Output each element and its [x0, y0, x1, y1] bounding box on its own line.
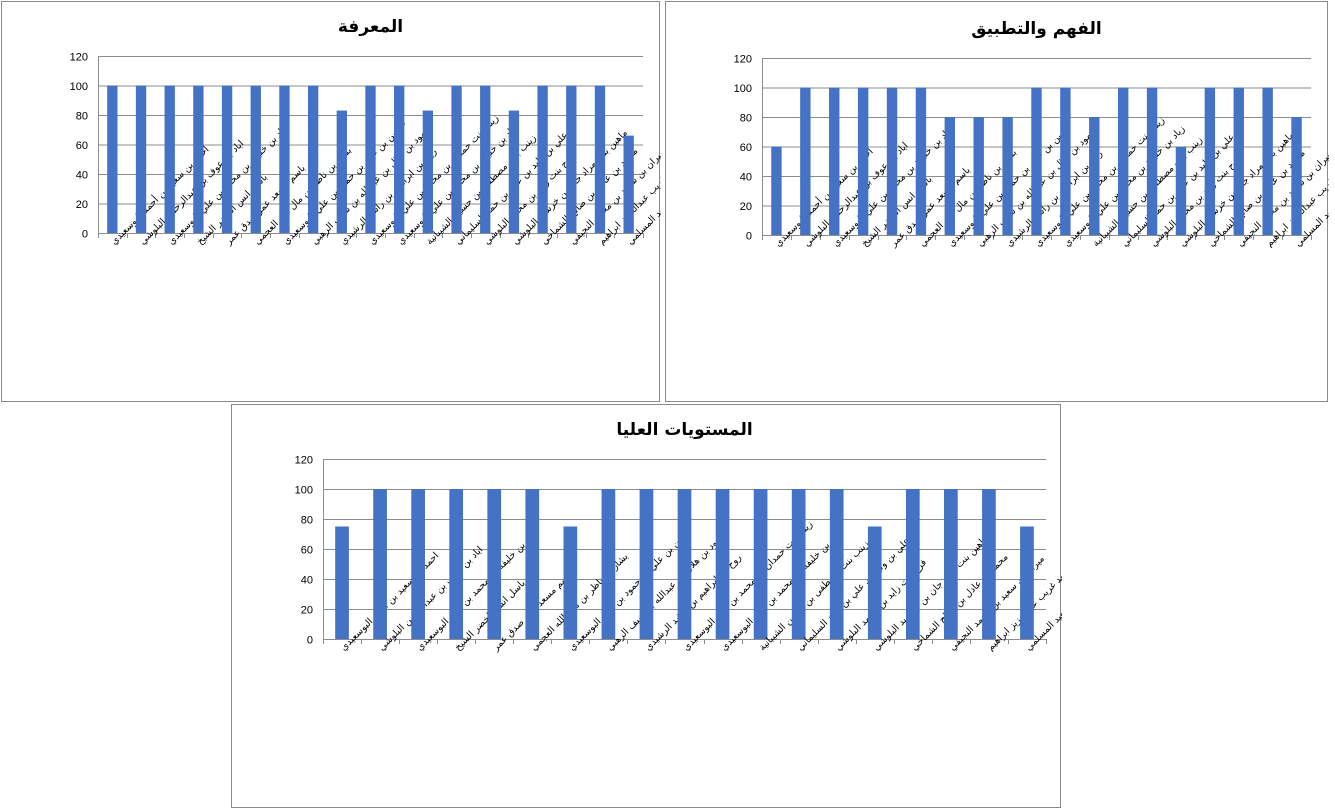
bar [623, 135, 634, 233]
y-tick-label: 20 [740, 201, 752, 213]
bar [1146, 87, 1158, 235]
bar [944, 117, 956, 235]
y-tick-label: 120 [295, 455, 313, 467]
bar [394, 85, 405, 233]
bar [1175, 146, 1187, 235]
bar [449, 489, 464, 639]
bar [829, 87, 840, 235]
bar [422, 110, 434, 233]
bar [451, 85, 462, 233]
bar [373, 489, 387, 639]
bar [944, 489, 958, 639]
y-tick-label: 80 [740, 113, 752, 125]
y-tick-label: 80 [301, 515, 313, 527]
bar [601, 489, 616, 639]
bar [525, 489, 540, 639]
bar [279, 85, 290, 233]
bar [915, 87, 927, 235]
bar [480, 85, 491, 233]
y-tick-label: 120 [734, 54, 752, 66]
bar [867, 526, 882, 639]
bar [250, 85, 261, 233]
bar [566, 85, 577, 233]
y-tick-label: 0 [746, 231, 752, 243]
y-tick-label: 60 [76, 140, 88, 152]
bar [677, 489, 692, 639]
bar [791, 489, 806, 639]
bar [715, 489, 730, 639]
bar [1117, 87, 1129, 235]
bar [800, 87, 811, 235]
bar [1233, 87, 1244, 235]
bar [537, 85, 548, 233]
chart-panel-comprehension: الفهم والتطبيق 0 20 40 60 80 100 120 احمد بن سعي… [665, 1, 1329, 402]
bar [1262, 87, 1273, 235]
bar [1020, 526, 1034, 639]
bar [411, 489, 425, 639]
bar [135, 85, 147, 233]
bar [193, 85, 204, 233]
y-tick-label: 0 [307, 635, 313, 647]
bar [905, 489, 920, 639]
y-tick-label: 0 [82, 229, 88, 241]
bar [307, 85, 319, 233]
bar [1089, 117, 1100, 235]
bar [753, 489, 768, 639]
y-tick-label: 20 [301, 605, 313, 617]
y-tick-label: 120 [70, 52, 88, 64]
bar [508, 110, 520, 233]
bar [594, 85, 606, 233]
y-tick-label: 60 [301, 545, 313, 557]
y-tick-label: 100 [70, 81, 88, 93]
bar [563, 526, 578, 639]
bar [335, 526, 349, 639]
bar [1031, 87, 1042, 235]
bar [886, 87, 898, 235]
chart-title: الفهم والتطبيق [971, 19, 1101, 39]
chart-panel-higher: المستويات العليا 0 20 40 60 80 100 120 احمد بن س… [231, 404, 1062, 808]
bar [487, 489, 502, 639]
bar [107, 85, 118, 233]
y-tick-label: 20 [76, 199, 88, 211]
bar [1060, 87, 1071, 235]
bar [1204, 87, 1216, 235]
bar [365, 85, 376, 233]
bar [1291, 117, 1302, 235]
bar [164, 85, 175, 233]
bar [771, 146, 782, 235]
bar [221, 85, 233, 233]
y-tick-label: 40 [740, 172, 752, 184]
bar [982, 489, 996, 639]
y-tick-label: 40 [301, 575, 313, 587]
y-tick-label: 40 [76, 170, 88, 182]
bar [829, 489, 844, 639]
bar [639, 489, 654, 639]
bar [336, 110, 347, 233]
y-tick-label: 60 [740, 142, 752, 154]
chart-panel-knowledge: المعرفة 0 20 40 60 80 100 120 احمد بن سعيد بن أح… [1, 1, 661, 402]
bar [973, 117, 984, 235]
y-tick-label: 100 [295, 485, 313, 497]
y-tick-label: 80 [76, 111, 88, 123]
y-tick-label: 100 [734, 83, 752, 95]
bar [1002, 117, 1013, 235]
chart-title: المستويات العليا [616, 420, 752, 440]
bar [857, 87, 869, 235]
chart-title: المعرفة [338, 17, 403, 37]
